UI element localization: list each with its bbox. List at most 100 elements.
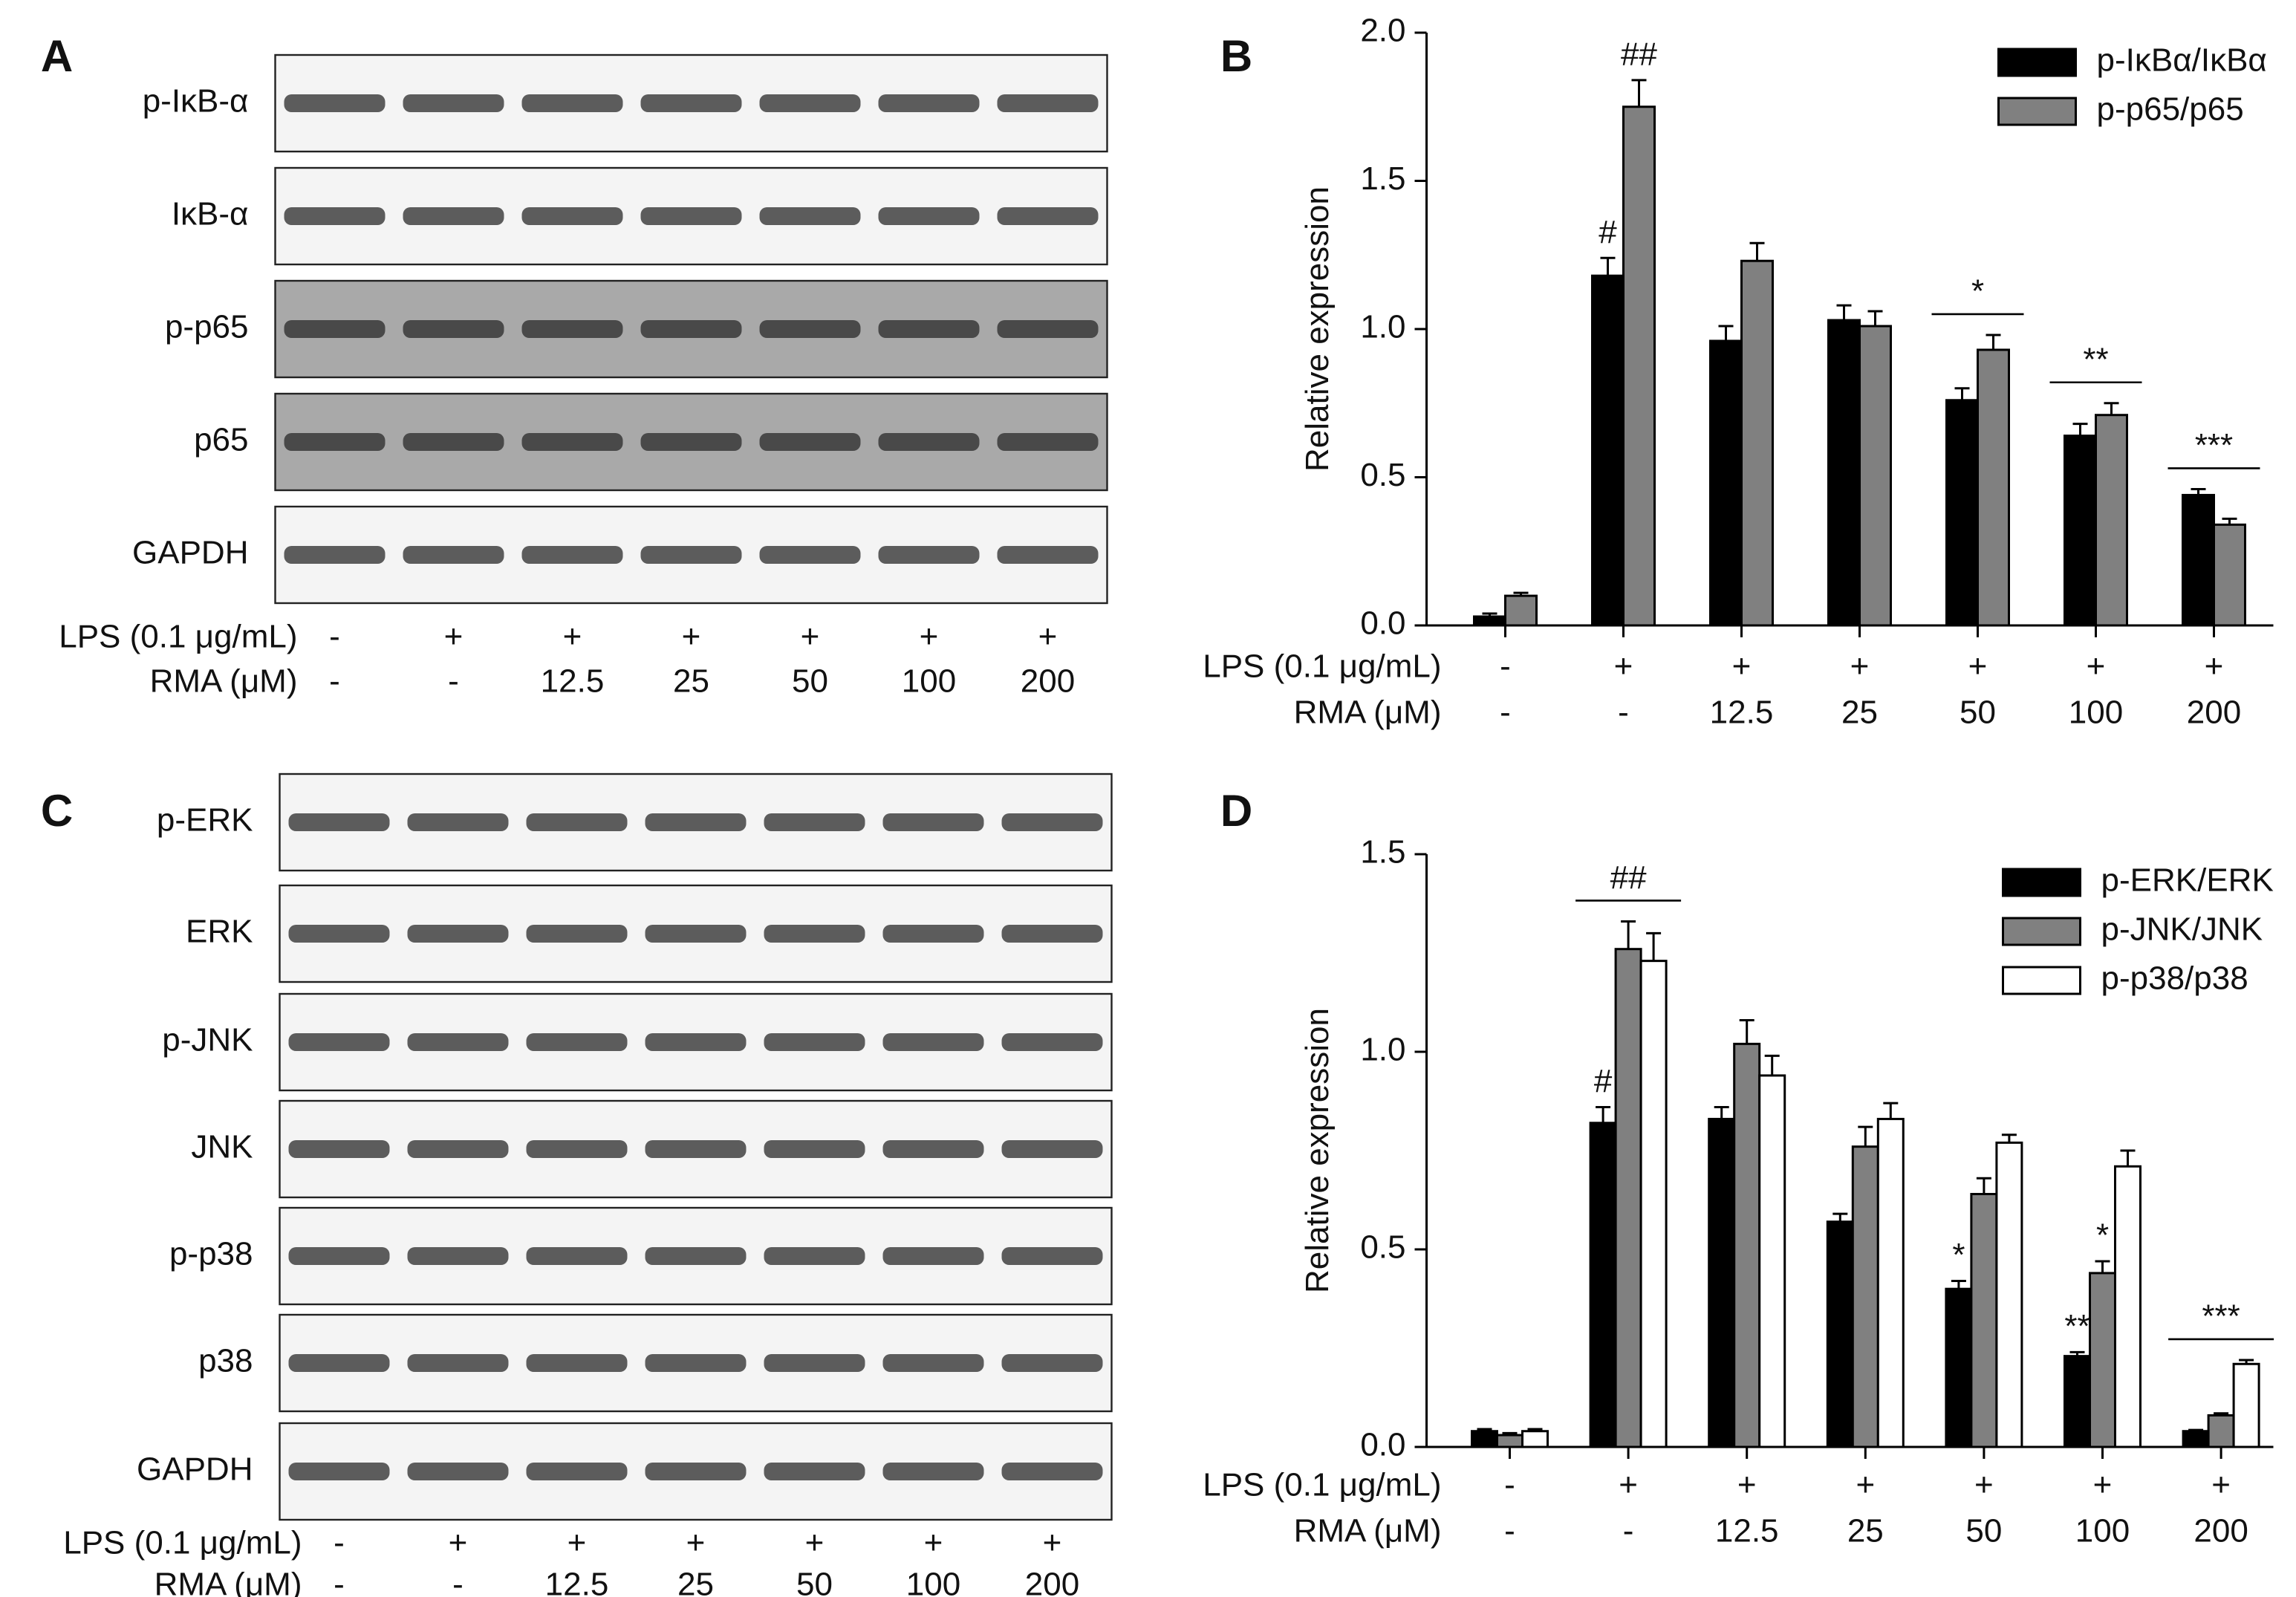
lane-label: 50 (796, 1567, 833, 1597)
blot-band (1001, 925, 1103, 943)
bar (1709, 339, 1743, 627)
lane-label: 12.5 (545, 1567, 609, 1597)
bar (2232, 1362, 2260, 1448)
blot-band (526, 813, 628, 831)
x-tick-label: 200 (2187, 695, 2241, 731)
x-row-label: LPS (0.1 μg/mL) (1203, 1467, 1441, 1503)
blot-band (407, 813, 509, 831)
blot-band (878, 94, 980, 112)
blot-band (407, 1140, 509, 1158)
bar (1639, 960, 1668, 1448)
legend-label: p-IκBα/IκBα (2097, 42, 2267, 79)
blot-band (764, 1247, 865, 1265)
blot-band (759, 320, 861, 338)
blot-band (759, 94, 861, 112)
x-tick-label: - (1618, 695, 1629, 731)
blot-band (645, 1140, 747, 1158)
x-row-label: LPS (0.1 μg/mL) (1203, 648, 1441, 685)
lane-label: + (924, 1525, 943, 1561)
blot-band (997, 94, 1099, 112)
blot-band (1001, 1463, 1103, 1480)
blot-band (403, 433, 504, 451)
blot-band (764, 1033, 865, 1051)
lane-row-label: RMA (μM) (150, 663, 298, 700)
blot-band (878, 546, 980, 564)
y-axis-label: Relative expression (1299, 1008, 1336, 1293)
panel-letter: B (1220, 31, 1252, 81)
lane-label: - (448, 663, 459, 700)
annotation: ## (1610, 859, 1647, 896)
legend-swatch (2002, 917, 2081, 946)
blot-band (878, 320, 980, 338)
blot-row-label: p65 (194, 422, 248, 458)
bar (1977, 348, 2010, 627)
lane-label: 200 (1021, 663, 1075, 700)
blot-band (288, 1354, 390, 1372)
x-tick-label: + (1619, 1467, 1638, 1503)
x-row-label: RMA (μM) (1294, 1513, 1442, 1549)
annotation: ** (2083, 341, 2108, 377)
x-tick-label: 12.5 (1715, 1513, 1779, 1549)
blot-band (284, 207, 386, 225)
lane-row-label: RMA (μM) (155, 1567, 302, 1597)
panel-letter: D (1220, 786, 1252, 836)
x-tick-label: + (1974, 1467, 1994, 1503)
x-tick-label: + (1856, 1467, 1875, 1503)
lane-label: + (563, 619, 582, 655)
legend-label: p-ERK/ERK (2101, 862, 2274, 899)
lane-label: + (568, 1525, 587, 1561)
blot-band (521, 320, 623, 338)
blot-band (403, 94, 504, 112)
lane-label: + (801, 619, 820, 655)
x-tick-label: + (1614, 648, 1633, 685)
blot-band (284, 433, 386, 451)
x-tick-label: 200 (2193, 1513, 2248, 1549)
blot-row-label: p-p65 (165, 309, 249, 345)
annotation: *** (2202, 1298, 2240, 1335)
lane-label: 50 (792, 663, 828, 700)
blot-band (526, 1354, 628, 1372)
panel-letter: A (41, 31, 73, 81)
lane-label: 25 (677, 1567, 714, 1597)
blot-row-label: JNK (191, 1129, 253, 1165)
bar (1827, 319, 1861, 627)
y-tick-label: 2.0 (1360, 13, 1405, 49)
blot-band (997, 207, 1099, 225)
blot-band (288, 813, 390, 831)
x-tick-label: + (1732, 648, 1752, 685)
blot-band (878, 433, 980, 451)
x-tick-label: + (2087, 648, 2106, 685)
bar (2182, 1430, 2210, 1448)
blot-band (645, 1463, 747, 1480)
x-tick-label: 25 (1841, 695, 1878, 731)
lane-label: - (329, 619, 340, 655)
legend-swatch (2002, 966, 2081, 995)
blot-band (521, 207, 623, 225)
bar (2064, 1355, 2091, 1448)
blot-band (284, 94, 386, 112)
blot-band (526, 925, 628, 943)
blot-band (882, 1354, 984, 1372)
bar (1758, 1074, 1786, 1448)
bar (1496, 1434, 1523, 1448)
blot-band (882, 1033, 984, 1051)
blot-row-label: p-IκB-α (143, 83, 249, 120)
bar (1589, 1122, 1617, 1448)
panel-letter: C (41, 786, 73, 836)
blot-band (764, 1354, 865, 1372)
x-tick-label: + (2205, 648, 2224, 685)
x-tick-label: - (1623, 1513, 1634, 1549)
lane-label: 100 (906, 1567, 960, 1597)
lane-row-label: LPS (0.1 μg/mL) (63, 1525, 302, 1561)
blot-band (882, 1247, 984, 1265)
blot-band (1001, 1247, 1103, 1265)
blot-band (526, 1140, 628, 1158)
blot-band (521, 433, 623, 451)
annotation: # (1599, 214, 1617, 250)
blot-band (878, 207, 980, 225)
blot-band (640, 320, 742, 338)
x-row-label: RMA (μM) (1294, 695, 1442, 731)
blot-band (759, 546, 861, 564)
annotation: * (1952, 1237, 1965, 1273)
